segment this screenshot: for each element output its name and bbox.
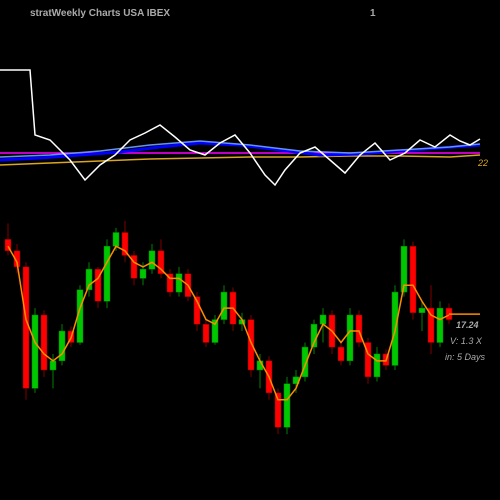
candle-body <box>176 274 182 292</box>
candle-body <box>284 384 290 428</box>
chart-title-left: stratWeekly Charts USA IBEX <box>30 8 170 19</box>
candle-body <box>221 292 227 320</box>
candle-body <box>347 315 353 361</box>
candle-body <box>140 269 146 278</box>
candle-body <box>374 354 380 377</box>
candle-body <box>113 233 119 247</box>
white-signal-line <box>0 70 480 185</box>
candle-body <box>50 361 56 370</box>
candle-body <box>410 246 416 312</box>
indicator-axis-label: 22 <box>478 158 488 168</box>
period-label: in: 5 Days <box>445 352 485 362</box>
chart-title-right: 1 <box>370 8 376 19</box>
moving-average-line <box>8 246 449 400</box>
candle-body <box>320 315 326 324</box>
candle-body <box>23 267 29 388</box>
candle-body <box>32 315 38 388</box>
candle-body <box>248 320 254 370</box>
candle-body <box>104 246 110 301</box>
candle-body <box>41 315 47 370</box>
chart-container: stratWeekly Charts USA IBEX 1 22 17.24 V: 1.… <box>0 0 500 500</box>
volume-label: V: 1.3 X <box>450 336 482 346</box>
candle-body <box>419 308 425 313</box>
candle-body <box>428 308 434 342</box>
price-panel[interactable] <box>0 205 500 480</box>
price-value-label: 17.24 <box>456 320 479 330</box>
candle-body <box>203 324 209 342</box>
candle-body <box>437 308 443 342</box>
candle-body <box>338 347 344 361</box>
indicator-panel[interactable] <box>0 65 500 195</box>
candle-body <box>149 251 155 269</box>
